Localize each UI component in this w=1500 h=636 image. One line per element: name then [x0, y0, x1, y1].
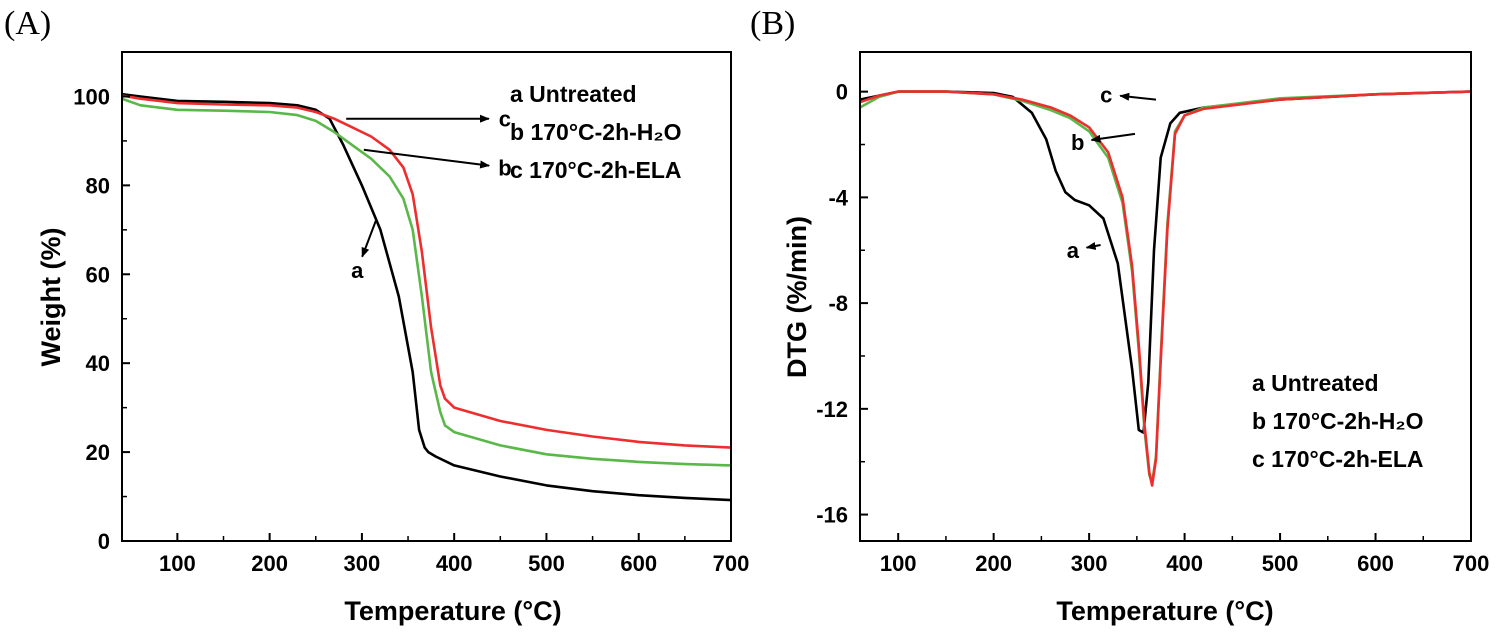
panel-b-series-c-line [860, 90, 1471, 487]
panel-a-y-tick-label: 20 [86, 440, 110, 465]
panel-b-annotation-a-arrow [1085, 242, 1101, 250]
panel-a-y-tick-label: 100 [73, 84, 110, 109]
panel-a-series-c-line [122, 94, 731, 449]
panel-b-x-axis-title: Temperature (°C) [1056, 596, 1273, 626]
panel-b-y-tick-label: -8 [828, 291, 848, 316]
panel-b-annotation-b-label: b [1071, 130, 1084, 155]
panel-a-annotation-c-label: c [499, 107, 511, 132]
panel-b-x-tick-label: 600 [1357, 551, 1394, 576]
panel-a-x-tick-label: 700 [713, 551, 750, 576]
panel-b-annotation-b-arrow [1090, 132, 1136, 143]
panel-a-label: (A) [4, 5, 51, 42]
panel-b-annotation-a-label: a [1067, 238, 1080, 263]
panel-a-annotation-a-label: a [351, 258, 364, 283]
panel-b-x-tick-label: 300 [1071, 551, 1108, 576]
panel-a-x-tick-label: 300 [344, 551, 381, 576]
panel-b-x-tick-label: 100 [880, 551, 917, 576]
panel-b-annotation-c-arrow [1119, 92, 1157, 101]
panel-a-y-tick-label: 40 [86, 351, 110, 376]
panel-b-y-tick-label: 0 [836, 80, 848, 105]
panel-a-y-axis-title: Weight (%) [36, 228, 66, 367]
panel-a-frame [121, 51, 732, 542]
panel-b: (B) 100 200 300 400 500 600 700 0 -4 -8 -12 -16 Tem… [750, 5, 1489, 626]
panel-b-annotation-c-label: c [1100, 82, 1112, 107]
panel-a-annotation-b-arrow [363, 148, 491, 169]
panel-a-legend-b: b 170°C-2h-H₂O [510, 119, 682, 145]
panel-b-x-tick-label: 400 [1166, 551, 1203, 576]
panel-a-annotation-a-arrow [361, 220, 377, 258]
panel-a-legend-c: c 170°C-2h-ELA [510, 157, 682, 183]
panel-b-label: (B) [750, 5, 795, 42]
panel-b-y-axis-title: DTG (%/min) [782, 216, 812, 378]
panel-a-x-tick-label: 600 [620, 551, 657, 576]
panel-b-x-tick-label: 200 [975, 551, 1012, 576]
panel-b-y-tick-label: -4 [828, 185, 848, 210]
panel-a-legend-a: a Untreated [510, 81, 637, 107]
panel-a-x-tick-label: 200 [251, 551, 288, 576]
panel-a: (A) 100 200 300 400 500 600 700 0 20 40 60 80 100 Te… [4, 5, 749, 626]
panel-b-legend-b: b 170°C-2h-H₂O [1252, 408, 1424, 434]
panel-a-x-tick-label: 100 [159, 551, 196, 576]
panel-a-legend: a Untreated b 170°C-2h-H₂O c 170°C-2h-EL… [510, 81, 682, 183]
panel-a-x-tick-label: 400 [436, 551, 473, 576]
panel-b-y-tick-label: -12 [816, 397, 848, 422]
panel-b-x-tick-label: 500 [1262, 551, 1299, 576]
panel-a-series-a-line [122, 92, 731, 502]
panel-a-x-axis-title: Temperature (°C) [344, 596, 561, 626]
panel-a-x-tick-label: 500 [528, 551, 565, 576]
panel-a-y-tick-label: 80 [86, 173, 110, 198]
panel-b-y-tick-label: -16 [816, 503, 848, 528]
panel-b-legend-c: c 170°C-2h-ELA [1252, 446, 1424, 472]
panel-a-y-tick-label: 0 [98, 529, 110, 554]
panel-a-series-b-line [122, 97, 731, 467]
panel-a-y-tick-label: 60 [86, 262, 110, 287]
panel-b-frame [859, 51, 1472, 542]
panel-b-legend-a: a Untreated [1252, 370, 1379, 396]
panel-b-x-tick-label: 700 [1453, 551, 1490, 576]
panel-a-annotation-b-label: b [498, 156, 511, 181]
panel-b-legend: a Untreated b 170°C-2h-H₂O c 170°C-2h-EL… [1252, 370, 1424, 472]
